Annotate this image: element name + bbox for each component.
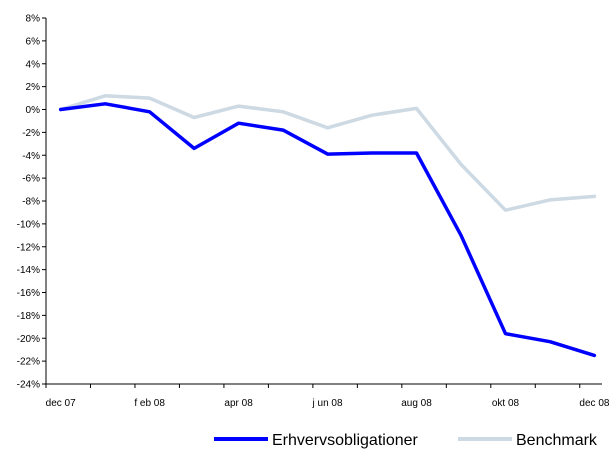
- series-line-benchmark: [58, 94, 597, 212]
- x-tick-label: f eb 08: [134, 398, 165, 409]
- y-tick-label: -22%: [17, 357, 40, 368]
- y-tick-label: 0%: [26, 105, 41, 116]
- y-tick-label: -6%: [22, 174, 40, 185]
- y-tick-label: -16%: [17, 288, 40, 299]
- x-tick-label: j un 08: [312, 398, 343, 409]
- x-axis-ticks: dec 07 f eb 08 apr 08 j un 08 aug 08 okt 08 de…: [45, 384, 610, 409]
- y-tick-label: 4%: [26, 59, 41, 70]
- y-tick-label: -8%: [22, 197, 40, 208]
- y-tick-label: -12%: [17, 242, 40, 253]
- y-tick-label: 2%: [26, 82, 41, 93]
- y-tick-label: 8%: [26, 14, 41, 25]
- axes: [45, 18, 602, 385]
- legend: Erhvervsobligationer Benchmark: [214, 432, 598, 449]
- y-tick-label: -20%: [17, 334, 40, 345]
- y-tick-label: -18%: [17, 311, 40, 322]
- series-line-erhvervsobligationer: [58, 102, 597, 358]
- legend-label-0: Erhvervsobligationer: [272, 432, 419, 449]
- y-axis-ticks: 8% 6% 4% 2% 0% -2% -4% -6% -8% -10% -12% -14% -16% -1…: [17, 14, 46, 391]
- x-tick-label: aug 08: [401, 398, 432, 409]
- legend-label-1: Benchmark: [516, 432, 598, 449]
- x-tick-label: dec 07: [46, 398, 76, 409]
- x-tick-label: okt 08: [492, 398, 520, 409]
- y-tick-label: -24%: [17, 380, 40, 391]
- x-tick-label: apr 08: [224, 398, 253, 409]
- y-tick-label: -10%: [17, 219, 40, 230]
- y-tick-label: -2%: [22, 128, 40, 139]
- y-tick-label: -14%: [17, 265, 40, 276]
- x-tick-label: dec 08: [579, 398, 609, 409]
- y-tick-label: -4%: [22, 151, 40, 162]
- series-layer: [58, 94, 597, 358]
- y-tick-label: 6%: [26, 36, 41, 47]
